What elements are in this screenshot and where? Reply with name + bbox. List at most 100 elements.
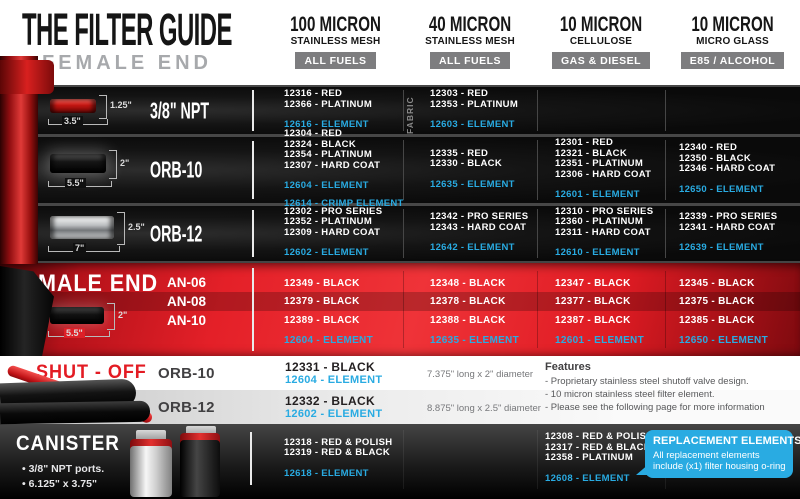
part-number: 12388 - BLACK: [430, 314, 506, 326]
canister-section: CANISTER • 3/8" NPT ports. • 6.125" x 3.…: [0, 424, 800, 499]
feature-item: - Proprietary stainless steel shutoff va…: [545, 376, 749, 387]
callout-tail: [636, 463, 650, 475]
dimension-label-height: 2": [118, 310, 128, 320]
part-number: 12377 - BLACK: [555, 296, 631, 307]
filter-body: [50, 98, 96, 113]
part-number: 12340 - RED: [679, 142, 738, 154]
canister-bullet: • 3/8" NPT ports.: [22, 463, 105, 475]
part-number: 12324 - BLACK: [284, 138, 357, 150]
element-number: 12614 - CRIMP ELEMENT: [284, 198, 404, 209]
column-divider: [665, 209, 666, 258]
row-label: ORB-10: [150, 156, 203, 183]
part-number: 12375 - BLACK: [679, 296, 755, 307]
part-number: 12387 - BLACK: [555, 314, 631, 326]
part-number: 12332 - BLACK: [285, 393, 375, 408]
column-header-40-micron: 40 MICRON STAINLESS MESH ALL FUELS: [403, 14, 537, 69]
element-number: 12635 - ELEMENT: [430, 178, 515, 190]
dimension-bracket-height: [107, 303, 115, 330]
red-filter-cap-photo: [0, 60, 54, 94]
table-row-an06: 12349 - BLACK 12348 - BLACK 12347 - BLAC…: [0, 274, 800, 292]
table-row-an10: 12389 - BLACK 12388 - BLACK 12387 - BLAC…: [0, 311, 800, 329]
cell-10-micron-glass: 12339 - PRO SERIES 12341 - HARD COAT 126…: [665, 206, 800, 261]
label-divider-tick: [252, 90, 254, 131]
element-number: 12603 - ELEMENT: [430, 119, 515, 130]
cell-10-micron-cellulose: 12310 - PRO SERIES 12360 - PLATINUM 1231…: [537, 206, 665, 261]
element-number: 12642 - ELEMENT: [430, 242, 515, 253]
part-number: 12317 - RED & BLACK: [545, 441, 652, 453]
dimension-label-width: 3.5": [62, 115, 83, 126]
size-note-orb10: 7.375" long x 2" diameter: [427, 369, 534, 380]
part-number: 12304 - RED: [284, 128, 343, 139]
column-micron: 40 MICRON: [428, 13, 512, 36]
replacement-elements-callout: REPLACEMENT ELEMENTS All replacement ele…: [636, 430, 800, 478]
cell-shutoff-orb12: 12332 - BLACK 12602 - ELEMENT: [285, 390, 382, 424]
element-number: 12650 - ELEMENT: [679, 183, 764, 195]
part-number: 12319 - RED & BLACK: [284, 447, 391, 458]
part-number: 12342 - PRO SERIES: [430, 211, 529, 222]
an08-stripe: [0, 292, 800, 311]
element-number: 12602 - ELEMENT: [285, 407, 383, 420]
shutoff-valve-body2-photo: [0, 400, 151, 425]
row-background: [30, 137, 800, 203]
dimension-bracket-height: [99, 94, 107, 119]
column-media: CELLULOSE: [569, 36, 633, 47]
column-divider: [665, 140, 666, 200]
male-end-band: MALE END AN-06 AN-08 AN-10 2" 5.5" 12349…: [0, 263, 800, 356]
column-divider: [403, 430, 404, 489]
part-number: 12301 - RED: [555, 137, 614, 148]
table-row-male-elements: 12604 - ELEMENT 12635 - ELEMENT 12601 - …: [0, 329, 800, 351]
column-divider: [537, 209, 538, 258]
part-number: 12309 - HARD COAT: [284, 226, 381, 238]
filter-body: [50, 215, 114, 239]
column-divider: [537, 90, 538, 131]
cell-10-micron-cellulose-empty: [537, 87, 665, 134]
cell-100-micron: 12316 - RED 12366 - PLATINUM 12616 - ELE…: [268, 87, 403, 134]
callout-title: REPLACEMENT ELEMENTS: [653, 435, 800, 447]
cell-10-micron-glass: 12340 - RED 12350 - BLACK 12346 - HARD C…: [665, 137, 800, 203]
element-number: 12601 - ELEMENT: [555, 189, 640, 200]
table-row-orb10: 2" 5.5" ORB-10 12304 - RED 12324 - BLACK…: [0, 128, 800, 209]
row-label: 3/8" NPT: [150, 97, 210, 123]
label-divider-tick: [252, 210, 254, 257]
part-number: 12385 - BLACK: [679, 314, 755, 326]
callout-body: All replacement elements include (x1) fi…: [653, 450, 786, 472]
page-title: THE FILTER GUIDE: [22, 4, 232, 55]
part-number: 12331 - BLACK: [285, 359, 375, 374]
size-note-orb12: 8.875" long x 2.5" diameter: [427, 403, 541, 414]
part-number: 12308 - RED & POLISH: [545, 431, 654, 443]
column-divider: [537, 430, 538, 489]
column-media: STAINLESS MESH: [290, 36, 381, 47]
table-row-orb12: 2.5" 7" ORB-12 12302 - PRO SERIES 12352 …: [0, 206, 800, 261]
part-number: 12346 - HARD COAT: [679, 163, 776, 175]
fuel-badge: ALL FUELS: [429, 52, 511, 69]
column-divider: [403, 271, 404, 348]
part-number: 12316 - RED: [284, 88, 343, 99]
section-label-canister: CANISTER: [16, 432, 120, 455]
part-number: 12318 - RED & POLISH: [284, 436, 393, 448]
row-label: ORB-12: [150, 220, 203, 246]
row-background: [30, 87, 800, 134]
part-number: 12307 - HARD COAT: [284, 159, 381, 171]
column-media: STAINLESS MESH: [425, 36, 515, 47]
part-number: 12353 - PLATINUM: [430, 98, 519, 110]
cell-canister-10-micron: 12308 - RED & POLISH 12317 - RED & BLACK…: [537, 428, 665, 490]
part-number: 12350 - BLACK: [679, 152, 752, 164]
column-divider: [665, 271, 666, 348]
part-number: 12366 - PLATINUM: [284, 98, 373, 110]
part-number: 12306 - HARD COAT: [555, 168, 652, 180]
column-micron: 10 MICRON: [691, 13, 774, 36]
section-label-female-end: FEMALE END: [42, 52, 212, 74]
part-number: 12349 - BLACK: [284, 277, 360, 289]
cell-10-micron-cellulose: 12301 - RED 12321 - BLACK 12351 - PLATIN…: [537, 137, 665, 203]
part-number: 12358 - PLATINUM: [545, 452, 634, 464]
filter-illustration-orb10: 2" 5.5": [46, 148, 176, 192]
column-micron: 100 MICRON: [290, 13, 381, 36]
part-number: 12389 - BLACK: [284, 314, 360, 326]
features-title: Features: [545, 361, 591, 373]
section-label-shutoff: SHUT - OFF: [36, 362, 147, 383]
part-number: 12335 - RED: [430, 147, 489, 159]
element-number: 12650 - ELEMENT: [679, 334, 768, 346]
column-header-100-micron: 100 MICRON STAINLESS MESH ALL FUELS: [268, 14, 403, 69]
fuel-badge: E85 / ALCOHOL: [680, 52, 785, 69]
